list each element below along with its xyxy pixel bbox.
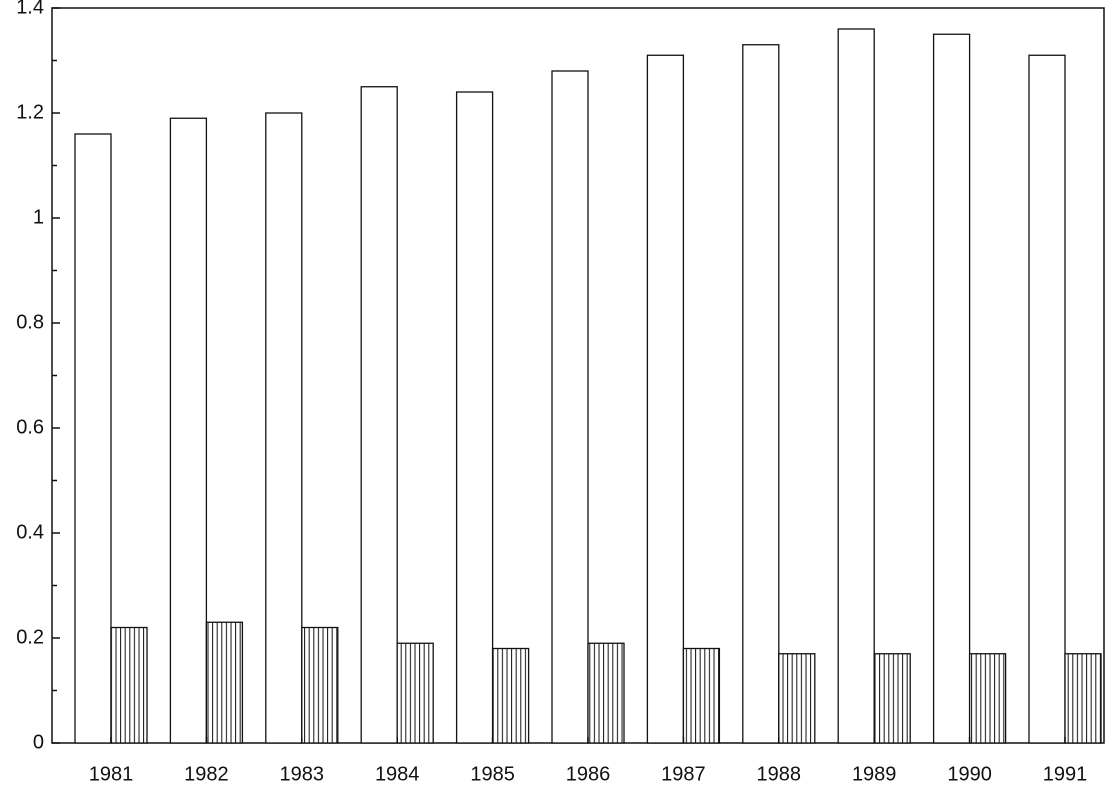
x-tick-label: 1984 [375,763,420,785]
bar [1028,54,1066,744]
y-tick-label: 1.2 [16,101,44,123]
bar [265,112,303,744]
y-tick-label: 0.4 [16,521,44,543]
bar [205,621,244,744]
bar [778,653,816,744]
y-tick-label: 0.6 [16,416,44,438]
x-tick-label: 1981 [89,763,134,785]
bar [169,117,208,744]
bar [646,54,685,744]
x-tick-label: 1990 [947,763,992,785]
y-tick-label: 0.8 [16,311,44,333]
x-tick-label: 1983 [280,763,325,785]
bar [551,70,589,744]
bar [301,626,339,744]
x-tick-label: 1986 [566,763,611,785]
bar [968,653,1007,744]
y-tick-label: 1.4 [16,0,44,18]
y-tick-label: 0.2 [16,626,44,648]
bar [837,28,875,744]
x-tick-label: 1988 [757,763,802,785]
bar [742,44,780,744]
bar [682,647,721,744]
x-tick-label: 1985 [470,763,515,785]
bar [491,647,530,744]
bar [455,91,494,744]
bar [1064,653,1102,744]
bar [873,653,911,744]
x-tick-label: 1987 [661,763,706,785]
x-tick-label: 1982 [184,763,229,785]
bar [932,33,971,744]
bar [360,86,398,744]
x-tick-label: 1989 [852,763,897,785]
bar [74,133,112,744]
bar [396,642,434,744]
y-tick-label: 0 [33,731,44,753]
x-tick-label: 1991 [1043,763,1088,785]
bar [110,626,148,744]
y-tick-label: 1 [33,206,44,228]
bar [587,642,625,744]
